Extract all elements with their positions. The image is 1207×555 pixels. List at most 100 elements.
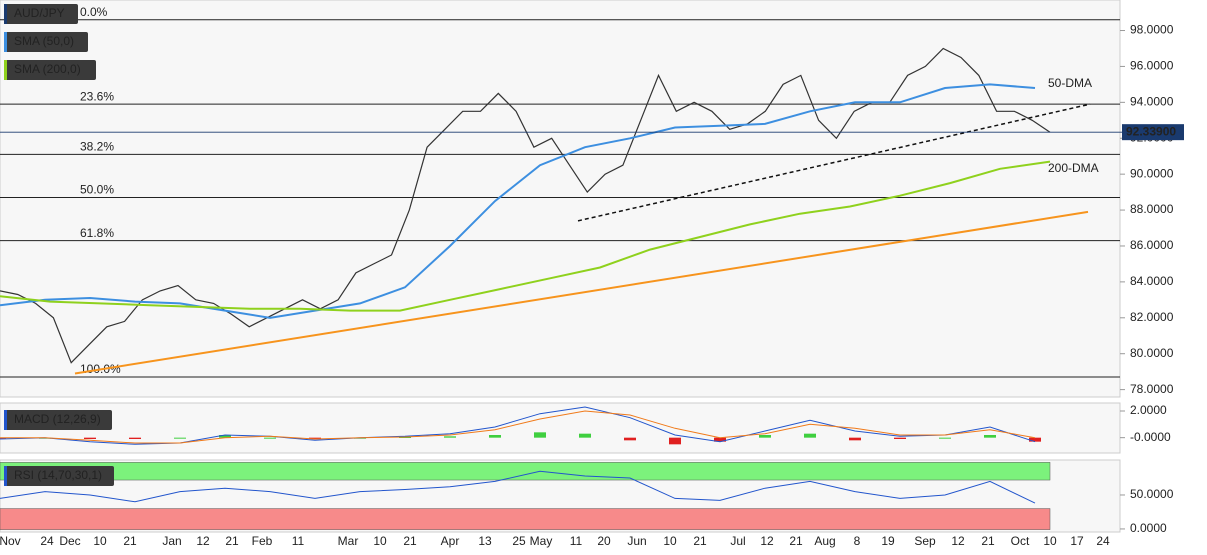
macd-bar — [624, 437, 636, 441]
x-tick-label: Jan — [162, 534, 181, 548]
y-tick-label: 98.0000 — [1130, 23, 1174, 37]
macd-bar — [309, 437, 321, 439]
legend-label: RSI (14,70,30,1) — [14, 468, 102, 482]
legend-swatch — [4, 410, 7, 430]
y-tick-label: 90.0000 — [1130, 166, 1174, 180]
macd-bar — [579, 433, 591, 438]
legend-swatch — [4, 466, 7, 486]
y-tick-label: -0.0000 — [1130, 430, 1171, 444]
y-tick-label: 84.0000 — [1130, 274, 1174, 288]
price-label: 92.33900 — [1126, 124, 1176, 138]
signal-line — [0, 410, 1036, 444]
y-tick-label: 0.0000 — [1130, 521, 1167, 535]
fib-label: 50.0% — [80, 183, 114, 197]
x-tick-label: 12 — [760, 534, 774, 548]
macd-bar — [714, 437, 726, 442]
x-tick-label: 10 — [373, 534, 387, 548]
x-tick-label: 10 — [93, 534, 107, 548]
legend-box — [4, 60, 96, 80]
legend-swatch — [4, 4, 7, 24]
x-tick-label: Dec — [59, 534, 80, 548]
y-tick-label: 50.0000 — [1130, 487, 1174, 501]
x-tick-label: Feb — [252, 534, 273, 548]
rsi-line — [0, 470, 1036, 504]
macd-bar — [489, 435, 501, 438]
x-tick-label: Oct — [1011, 534, 1030, 548]
x-tick-label: 12 — [951, 534, 965, 548]
legend-box — [4, 410, 112, 430]
x-tick-label: 12 — [196, 534, 210, 548]
macd-bar — [939, 437, 951, 439]
macd-bar — [264, 437, 276, 439]
x-tick-label: Jul — [730, 534, 745, 548]
x-tick-label: 21 — [789, 534, 803, 548]
x-tick-label: 21 — [981, 534, 995, 548]
macd-bar — [534, 432, 546, 438]
y-tick-label: 2.0000 — [1130, 403, 1167, 417]
x-tick-label: 13 — [478, 534, 492, 548]
legend-swatch — [4, 32, 7, 52]
x-tick-label: Apr — [441, 534, 460, 548]
trendline — [74, 210, 1089, 375]
legend-box — [4, 4, 78, 24]
fib-label: 0.0% — [80, 5, 108, 19]
y-tick-label: 80.0000 — [1130, 346, 1174, 360]
x-tick-label: 20 — [597, 534, 611, 548]
y-tick-label: 78.0000 — [1130, 382, 1174, 396]
macd-bar — [669, 437, 681, 445]
x-tick-label: 21 — [693, 534, 707, 548]
macd-bar — [84, 437, 96, 439]
x-tick-label: 8 — [854, 534, 861, 548]
macd-bar — [444, 436, 456, 438]
x-tick-label: 21 — [123, 534, 137, 548]
legend-label: SMA (200,0) — [14, 62, 81, 76]
macd-bar — [174, 437, 186, 439]
legend-box — [4, 32, 88, 52]
legend-label: AUD/JPY — [14, 6, 65, 20]
x-tick-label: 24 — [1096, 534, 1110, 548]
y-tick-label: 88.0000 — [1130, 202, 1174, 216]
y-tick-label: 94.0000 — [1130, 95, 1174, 109]
x-tick-label: 19 — [881, 534, 895, 548]
x-tick-label: Sep — [914, 534, 936, 548]
x-tick-label: 10 — [1043, 534, 1057, 548]
macd-bar — [0, 437, 6, 439]
y-tick-label: 82.0000 — [1130, 310, 1174, 324]
macd-bar — [759, 435, 771, 438]
macd-bar — [1029, 437, 1041, 442]
x-tick-label: 17 — [1070, 534, 1084, 548]
x-tick-label: Jun — [627, 534, 646, 548]
series-line — [0, 83, 1036, 319]
legend-swatch — [4, 60, 7, 80]
macd-bar — [984, 435, 996, 438]
y-tick-label: 96.0000 — [1130, 59, 1174, 73]
y-tick-label: 86.0000 — [1130, 238, 1174, 252]
x-tick-label: Aug — [814, 534, 835, 548]
series-line — [0, 160, 1051, 312]
macd-bar — [849, 437, 861, 441]
x-tick-label: 24 — [40, 534, 54, 548]
main-panel — [0, 0, 1121, 398]
rsi-band — [0, 462, 1051, 481]
dma-label: 200-DMA — [1048, 161, 1099, 175]
x-tick-label: 11 — [570, 534, 583, 548]
x-tick-label: Nov — [0, 534, 21, 548]
fib-label: 38.2% — [80, 140, 114, 154]
macd-bar — [219, 435, 231, 438]
legend-box — [4, 466, 114, 486]
macd-bar — [129, 437, 141, 439]
macd-bar — [804, 433, 816, 438]
dma-label: 50-DMA — [1048, 76, 1092, 90]
rsi-band — [0, 508, 1051, 530]
fib-label: 61.8% — [80, 226, 114, 240]
trendline — [577, 103, 1091, 222]
x-tick-label: 21 — [403, 534, 417, 548]
macd-bar — [894, 437, 906, 439]
x-tick-label: 21 — [225, 534, 239, 548]
macd-panel — [0, 402, 1121, 454]
fib-label: 23.6% — [80, 89, 114, 103]
price-box — [1122, 124, 1184, 141]
x-tick-label: 10 — [663, 534, 677, 548]
x-tick-label: Mar — [338, 534, 359, 548]
